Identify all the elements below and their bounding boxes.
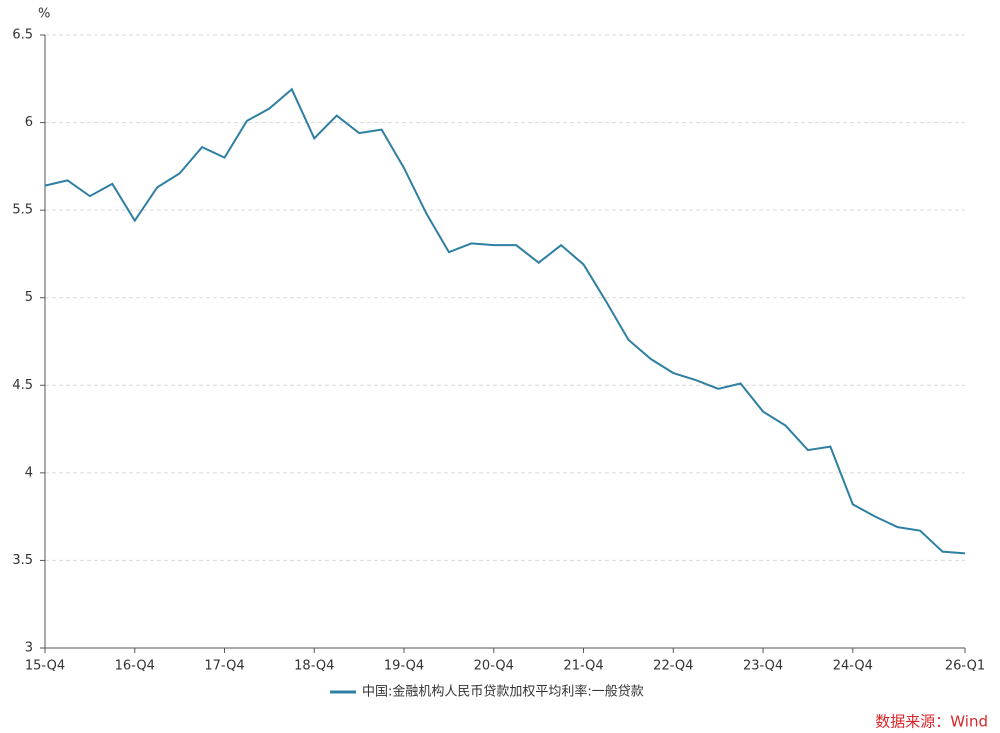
x-tick-label: 17-Q4: [204, 659, 244, 674]
y-tick-label: 6: [25, 115, 33, 130]
y-tick-label: 4.5: [12, 378, 33, 393]
x-tick-label: 26-Q1: [945, 659, 985, 674]
x-tick-label: 22-Q4: [653, 659, 693, 674]
x-tick-label: 24-Q4: [833, 659, 873, 674]
x-tick-label: 15-Q4: [25, 659, 65, 674]
y-tick-label: 4: [25, 465, 33, 480]
x-tick-label: 19-Q4: [384, 659, 424, 674]
y-tick-label: 6.5: [12, 28, 33, 43]
x-tick-label: 16-Q4: [115, 659, 155, 674]
x-tick-label: 21-Q4: [563, 659, 603, 674]
x-tick-label: 20-Q4: [474, 659, 514, 674]
legend-label: 中国:金融机构人民币贷款加权平均利率:一般贷款: [362, 684, 644, 700]
y-tick-label: 5: [25, 290, 33, 305]
y-unit: %: [38, 7, 50, 22]
y-tick-label: 3: [25, 641, 33, 656]
y-tick-label: 5.5: [12, 203, 33, 218]
y-tick-label: 3.5: [12, 553, 33, 568]
source: 数据来源：Wind: [875, 713, 988, 731]
line: [44, 87, 966, 555]
x-tick-label: 18-Q4: [294, 659, 334, 674]
x-tick-label: 23-Q4: [743, 659, 783, 674]
